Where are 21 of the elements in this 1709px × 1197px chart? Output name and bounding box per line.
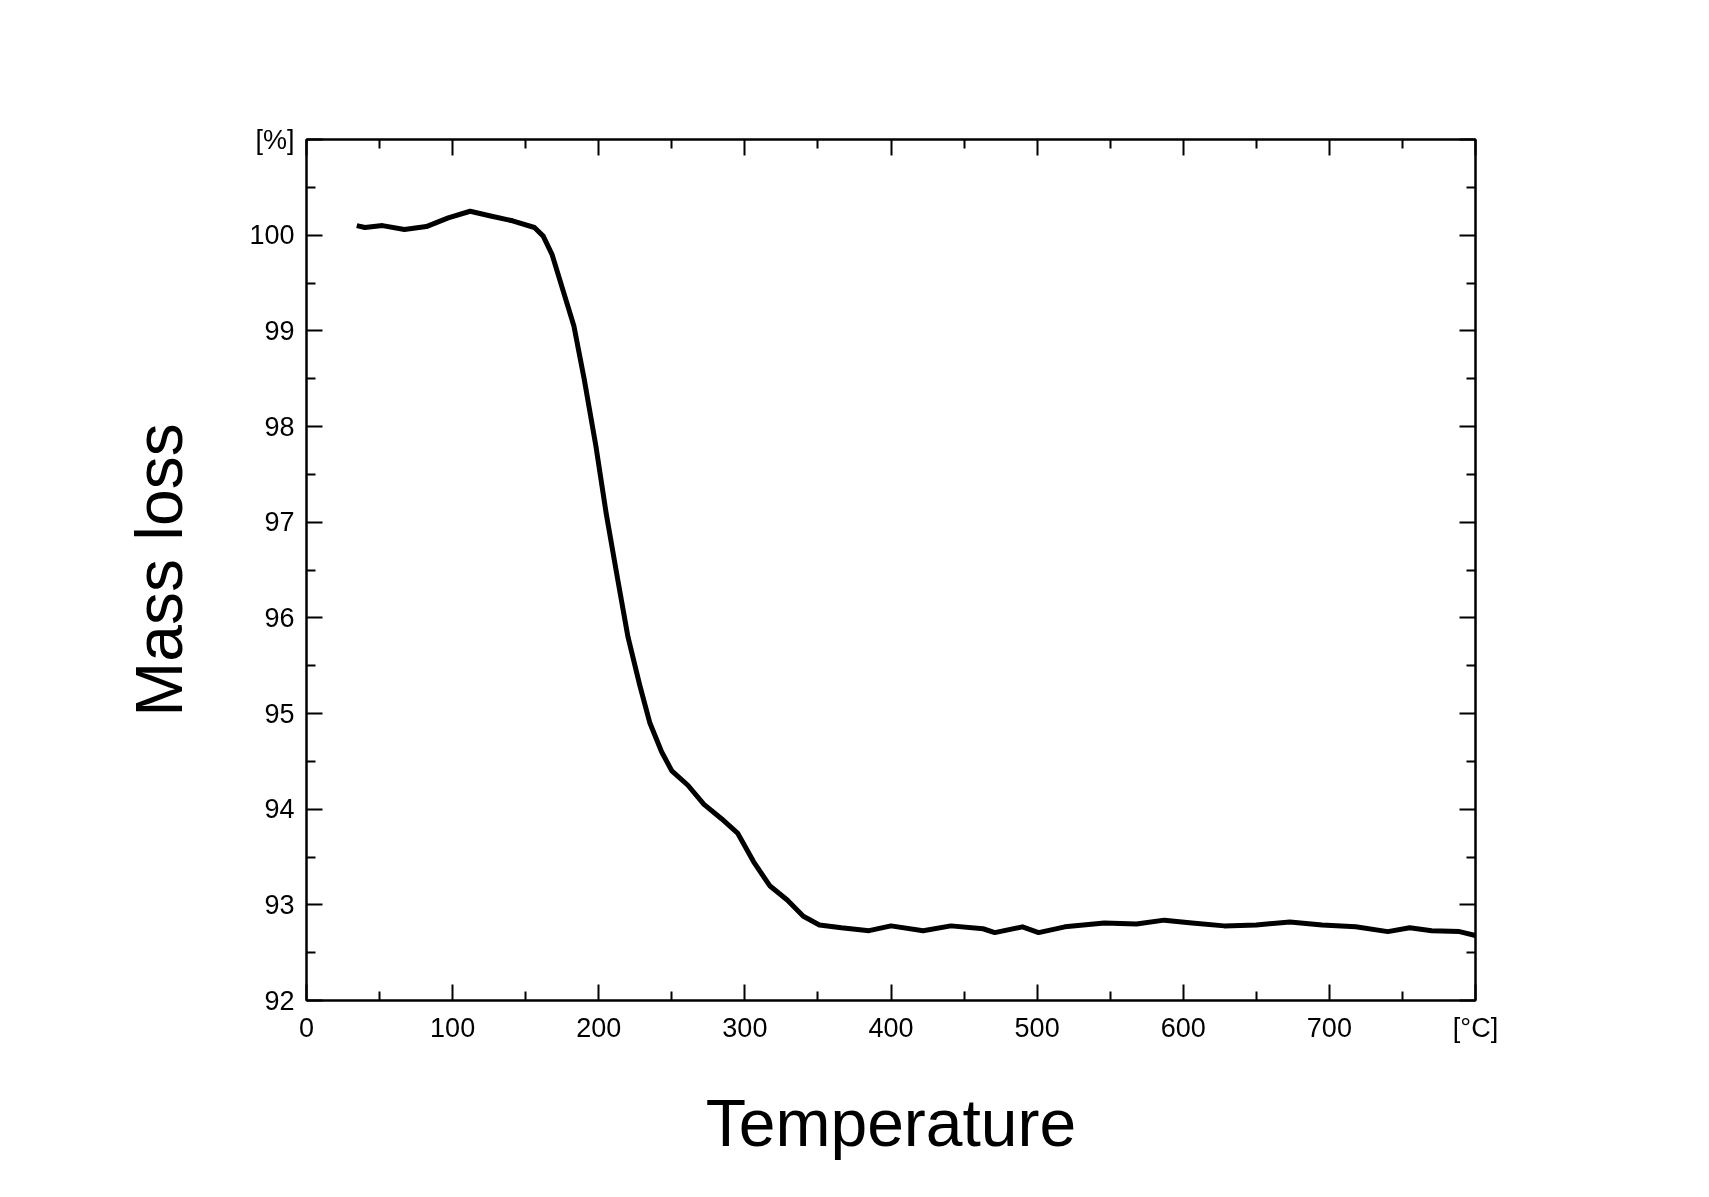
x-tick-label: 0 — [298, 1012, 315, 1043]
y-tick-label: 99 — [264, 315, 295, 346]
x-tick-label: 100 — [430, 1012, 476, 1043]
y-tick-label: 92 — [264, 985, 295, 1016]
y-tick-label: 95 — [264, 698, 295, 729]
x-tick-label: 500 — [1014, 1012, 1060, 1043]
x-tick-label: 400 — [868, 1012, 914, 1043]
x-tick-label: 600 — [1160, 1012, 1206, 1043]
x-tick-label: [°C] — [1452, 1012, 1499, 1043]
y-tick-label: 97 — [264, 507, 295, 538]
y-tick-label: 94 — [264, 794, 295, 825]
y-tick-label: 96 — [264, 602, 295, 633]
y-tick-label: 98 — [264, 411, 295, 442]
x-axis-title: Temperature — [705, 1085, 1077, 1160]
x-tick-label: 200 — [576, 1012, 622, 1043]
y-tick-label: 93 — [264, 889, 295, 920]
y-tick-label: 100 — [249, 220, 295, 251]
y-axis-title: Mass loss — [122, 423, 197, 717]
y-tick-label: [%] — [255, 124, 295, 155]
x-tick-label: 700 — [1306, 1012, 1352, 1043]
x-tick-label: 300 — [722, 1012, 768, 1043]
